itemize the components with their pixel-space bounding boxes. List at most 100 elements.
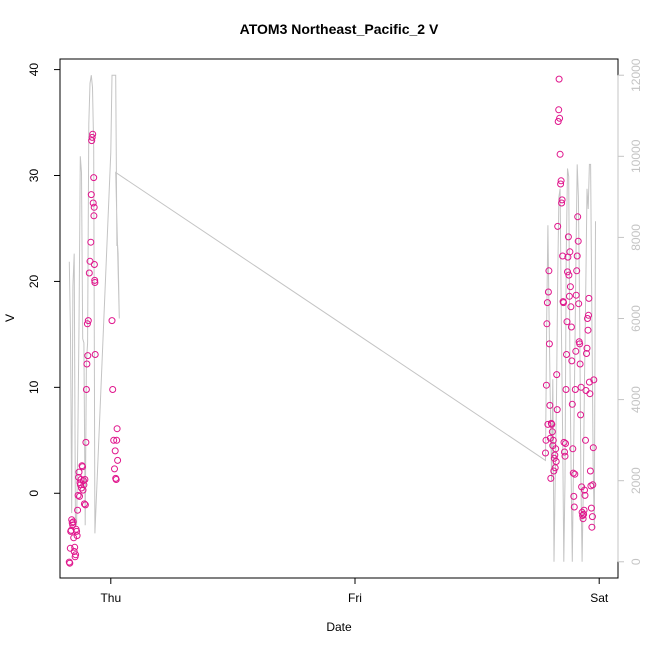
data-point xyxy=(555,75,563,83)
y-tick-label: 0 xyxy=(27,490,41,497)
data-point xyxy=(556,150,564,158)
data-point xyxy=(573,267,581,275)
data-point xyxy=(585,294,593,302)
data-point xyxy=(573,252,581,260)
x-tick-label: Fri xyxy=(348,591,362,605)
data-point xyxy=(557,180,565,188)
data-point xyxy=(542,381,550,389)
data-point xyxy=(570,492,578,500)
data-point xyxy=(562,440,569,447)
right-series-line xyxy=(68,74,596,562)
y-axis-left: 0 10 20 30 40 xyxy=(27,63,61,497)
y-tick-label: 40 xyxy=(27,63,41,77)
data-point xyxy=(74,491,82,499)
data-point xyxy=(586,467,594,475)
y-right-tick-label: 6000 xyxy=(629,305,643,332)
data-point xyxy=(588,523,596,531)
data-point xyxy=(584,326,592,334)
data-point xyxy=(74,506,82,514)
y-axis-right: 0 2000 4000 6000 8000 10000 12000 xyxy=(617,58,643,565)
data-point xyxy=(553,406,561,414)
data-point xyxy=(585,378,593,386)
data-point xyxy=(576,360,584,368)
data-point xyxy=(553,371,561,379)
data-point xyxy=(583,344,591,352)
data-point xyxy=(562,386,570,393)
data-point xyxy=(563,351,570,358)
data-point xyxy=(549,436,557,444)
data-point xyxy=(81,476,89,483)
plot-frame xyxy=(59,58,619,579)
data-point xyxy=(542,449,549,457)
data-point xyxy=(557,177,565,185)
y-right-tick-label: 10000 xyxy=(629,139,643,173)
data-point xyxy=(548,428,556,436)
data-point xyxy=(579,515,587,523)
data-point xyxy=(565,292,573,300)
data-point xyxy=(552,445,560,453)
data-point xyxy=(546,401,554,409)
data-point xyxy=(79,463,86,471)
data-point xyxy=(552,458,560,465)
data-point xyxy=(568,357,576,365)
data-point xyxy=(108,317,116,325)
data-point xyxy=(559,252,567,260)
data-point xyxy=(568,400,576,408)
data-point xyxy=(81,501,89,509)
data-point xyxy=(543,299,551,307)
data-point xyxy=(578,508,586,516)
y-right-tick-label: 0 xyxy=(629,558,643,565)
data-point xyxy=(90,212,98,220)
x-tick-label: Thu xyxy=(100,591,121,605)
data-point xyxy=(555,106,563,114)
data-point xyxy=(79,486,87,494)
data-point xyxy=(69,518,77,526)
data-point xyxy=(90,203,98,211)
data-point xyxy=(583,350,590,357)
data-point xyxy=(581,486,588,494)
point-layer xyxy=(65,75,598,567)
data-point xyxy=(572,347,580,355)
data-point xyxy=(574,237,582,245)
data-point xyxy=(567,303,575,311)
data-point xyxy=(558,199,566,207)
data-point xyxy=(560,299,567,307)
data-point xyxy=(548,420,556,428)
data-point xyxy=(545,340,553,348)
right-series-line-layer xyxy=(68,74,596,562)
data-point xyxy=(89,199,97,207)
data-point xyxy=(114,456,122,464)
data-point xyxy=(112,476,120,483)
data-point xyxy=(589,444,597,452)
data-point xyxy=(585,311,592,319)
data-point xyxy=(569,469,577,477)
data-point xyxy=(567,323,575,331)
data-point xyxy=(581,491,589,499)
data-point xyxy=(561,452,569,460)
data-point xyxy=(83,320,91,328)
data-point xyxy=(584,315,591,322)
data-point xyxy=(83,360,91,368)
data-point xyxy=(544,288,552,296)
chart-title: ATOM3 Northeast_Pacific_2 V xyxy=(240,21,439,37)
x-axis-label: Date xyxy=(326,620,352,634)
data-point xyxy=(563,318,571,326)
data-point xyxy=(79,477,87,485)
x-tick-label: Sat xyxy=(590,591,609,605)
data-point xyxy=(90,174,98,182)
y-tick-label: 30 xyxy=(27,169,41,183)
data-point xyxy=(565,271,573,279)
data-point xyxy=(109,386,117,393)
data-point xyxy=(571,386,579,393)
data-point xyxy=(113,436,121,444)
y-right-tick-label: 4000 xyxy=(629,386,643,413)
data-point xyxy=(87,238,95,246)
data-point xyxy=(80,500,88,508)
data-point xyxy=(582,436,589,444)
data-point xyxy=(82,438,90,446)
data-point xyxy=(87,191,95,199)
y-axis-label: V xyxy=(3,314,17,322)
data-point xyxy=(544,420,552,428)
data-point xyxy=(66,559,74,567)
data-point xyxy=(576,340,584,348)
